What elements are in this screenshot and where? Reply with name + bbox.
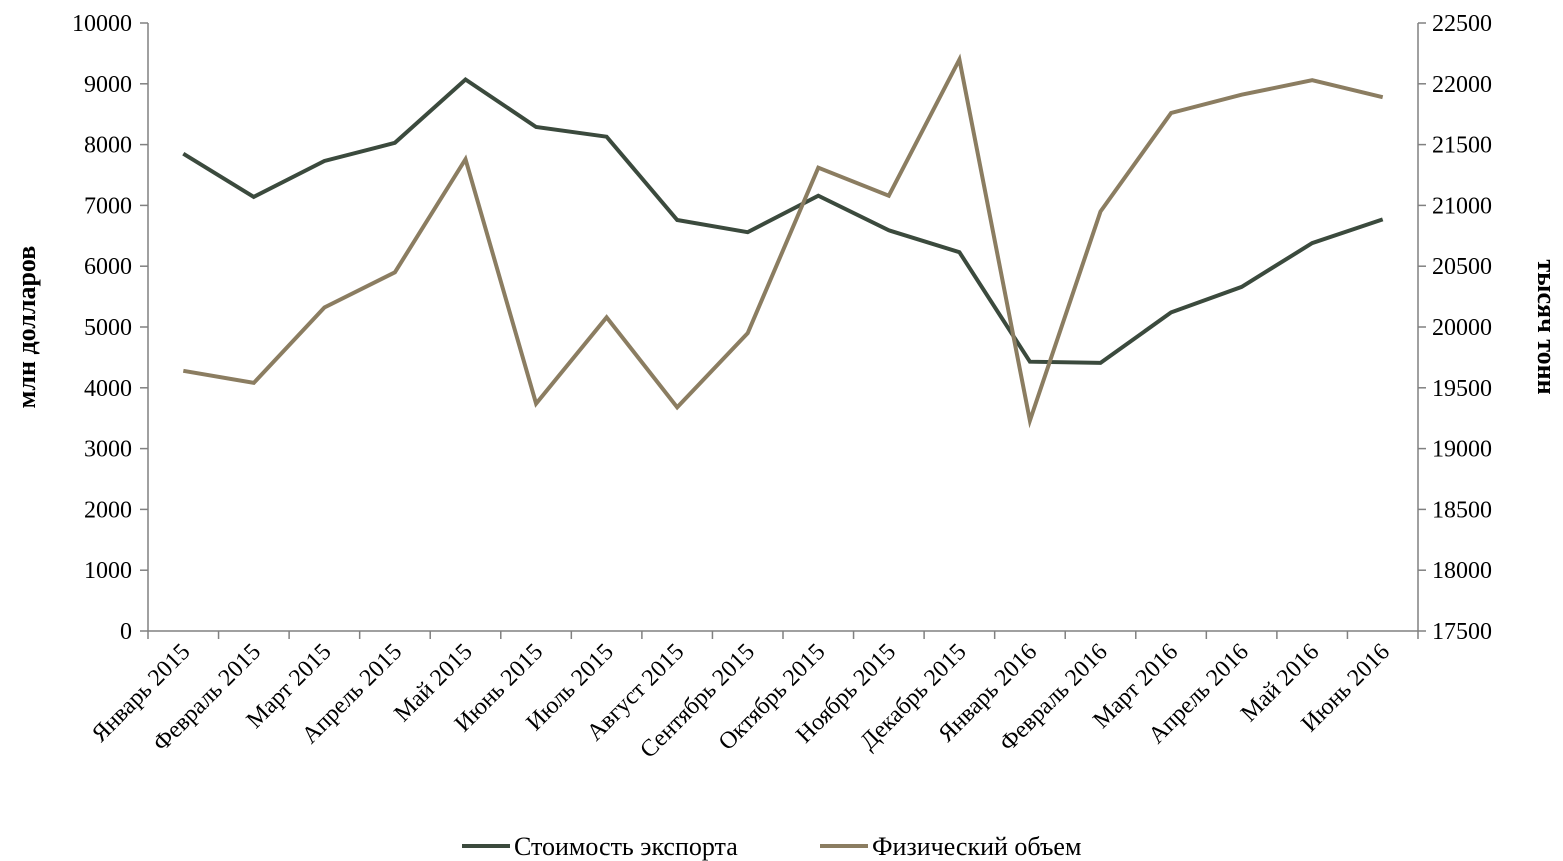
right-axis-ticks: 17500 18000 18500 19000 19500 20000 20500 21000… xyxy=(1418,11,1492,645)
right-tick-label: 22000 xyxy=(1432,72,1492,98)
right-tick-label: 17500 xyxy=(1432,619,1492,645)
series-line xyxy=(182,76,1384,365)
left-tick-label: 1000 xyxy=(84,558,132,584)
series-group xyxy=(182,53,1384,429)
left-tick-label: 2000 xyxy=(84,497,132,523)
series-line xyxy=(182,53,1384,429)
left-tick-label: 7000 xyxy=(84,193,132,219)
legend-label: Физический объем xyxy=(872,832,1081,861)
legend: Стоимость экспорта Физический объем xyxy=(462,832,1081,861)
legend-label: Стоимость экспорта xyxy=(514,832,738,861)
right-tick-label: 19000 xyxy=(1432,437,1492,463)
left-axis-title: млн долларов xyxy=(12,246,41,409)
right-tick-label: 19500 xyxy=(1432,376,1492,402)
right-tick-label: 18500 xyxy=(1432,497,1492,523)
axes xyxy=(147,23,1419,632)
right-tick-label: 21000 xyxy=(1432,193,1492,219)
right-tick-label: 20500 xyxy=(1432,254,1492,280)
left-axis-ticks: 0 1000 2000 3000 4000 5000 6000 7000 8000 9000 100… xyxy=(72,11,148,645)
right-axis-title: тысяч тонн xyxy=(1532,259,1561,394)
left-tick-label: 8000 xyxy=(84,133,132,159)
right-tick-label: 20000 xyxy=(1432,315,1492,341)
left-tick-label: 3000 xyxy=(84,437,132,463)
right-tick-label: 22500 xyxy=(1432,11,1492,37)
right-tick-label: 18000 xyxy=(1432,558,1492,584)
left-tick-label: 10000 xyxy=(72,11,132,37)
left-tick-label: 9000 xyxy=(84,72,132,98)
right-tick-label: 21500 xyxy=(1432,133,1492,159)
left-tick-label: 6000 xyxy=(84,254,132,280)
left-tick-label: 5000 xyxy=(84,315,132,341)
left-tick-label: 0 xyxy=(120,619,132,645)
left-tick-label: 4000 xyxy=(84,376,132,402)
